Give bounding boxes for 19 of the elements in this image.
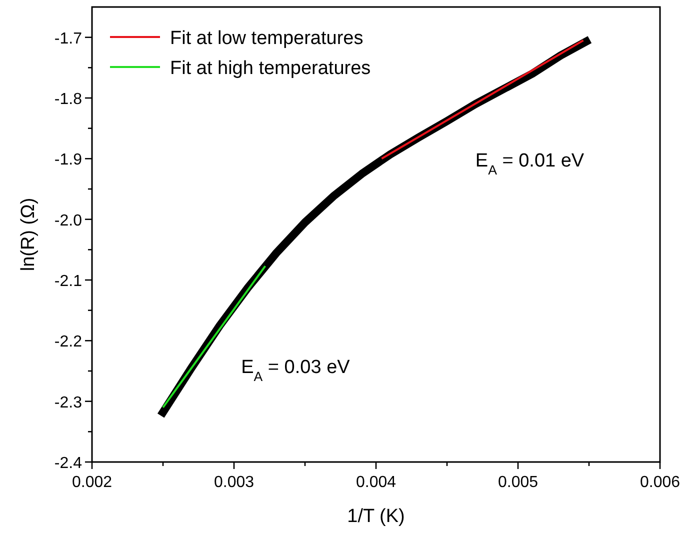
x-tick-label: 0.004 bbox=[356, 474, 396, 491]
x-tick-label: 0.005 bbox=[498, 474, 538, 491]
y-tick-label: -1.7 bbox=[54, 30, 82, 48]
y-tick-label: -2.1 bbox=[54, 273, 82, 290]
legend-label: Fit at low temperatures bbox=[170, 28, 364, 49]
annotation: E$_{A}$ = 0.03 eV bbox=[241, 356, 350, 384]
y-tick-label: -2.2 bbox=[54, 334, 82, 351]
y-tick-label: -2.3 bbox=[54, 394, 82, 412]
x-axis-title: 1/T (K) bbox=[347, 506, 405, 527]
y-tick-label: -2.0 bbox=[54, 212, 82, 230]
y-tick-label: -1.8 bbox=[54, 91, 82, 108]
legend-label: Fit at high temperatures bbox=[170, 58, 371, 79]
y-tick-label: -1.9 bbox=[54, 152, 82, 169]
x-tick-label: 0.002 bbox=[72, 474, 112, 491]
x-tick-label: 0.003 bbox=[214, 474, 254, 491]
annotation: E$_{A}$ = 0.01 eV bbox=[475, 150, 584, 178]
y-tick-label: -2.4 bbox=[54, 455, 82, 472]
x-tick-label: 0.006 bbox=[640, 474, 680, 491]
y-axis-title: ln(R) (Ω) bbox=[18, 198, 39, 272]
